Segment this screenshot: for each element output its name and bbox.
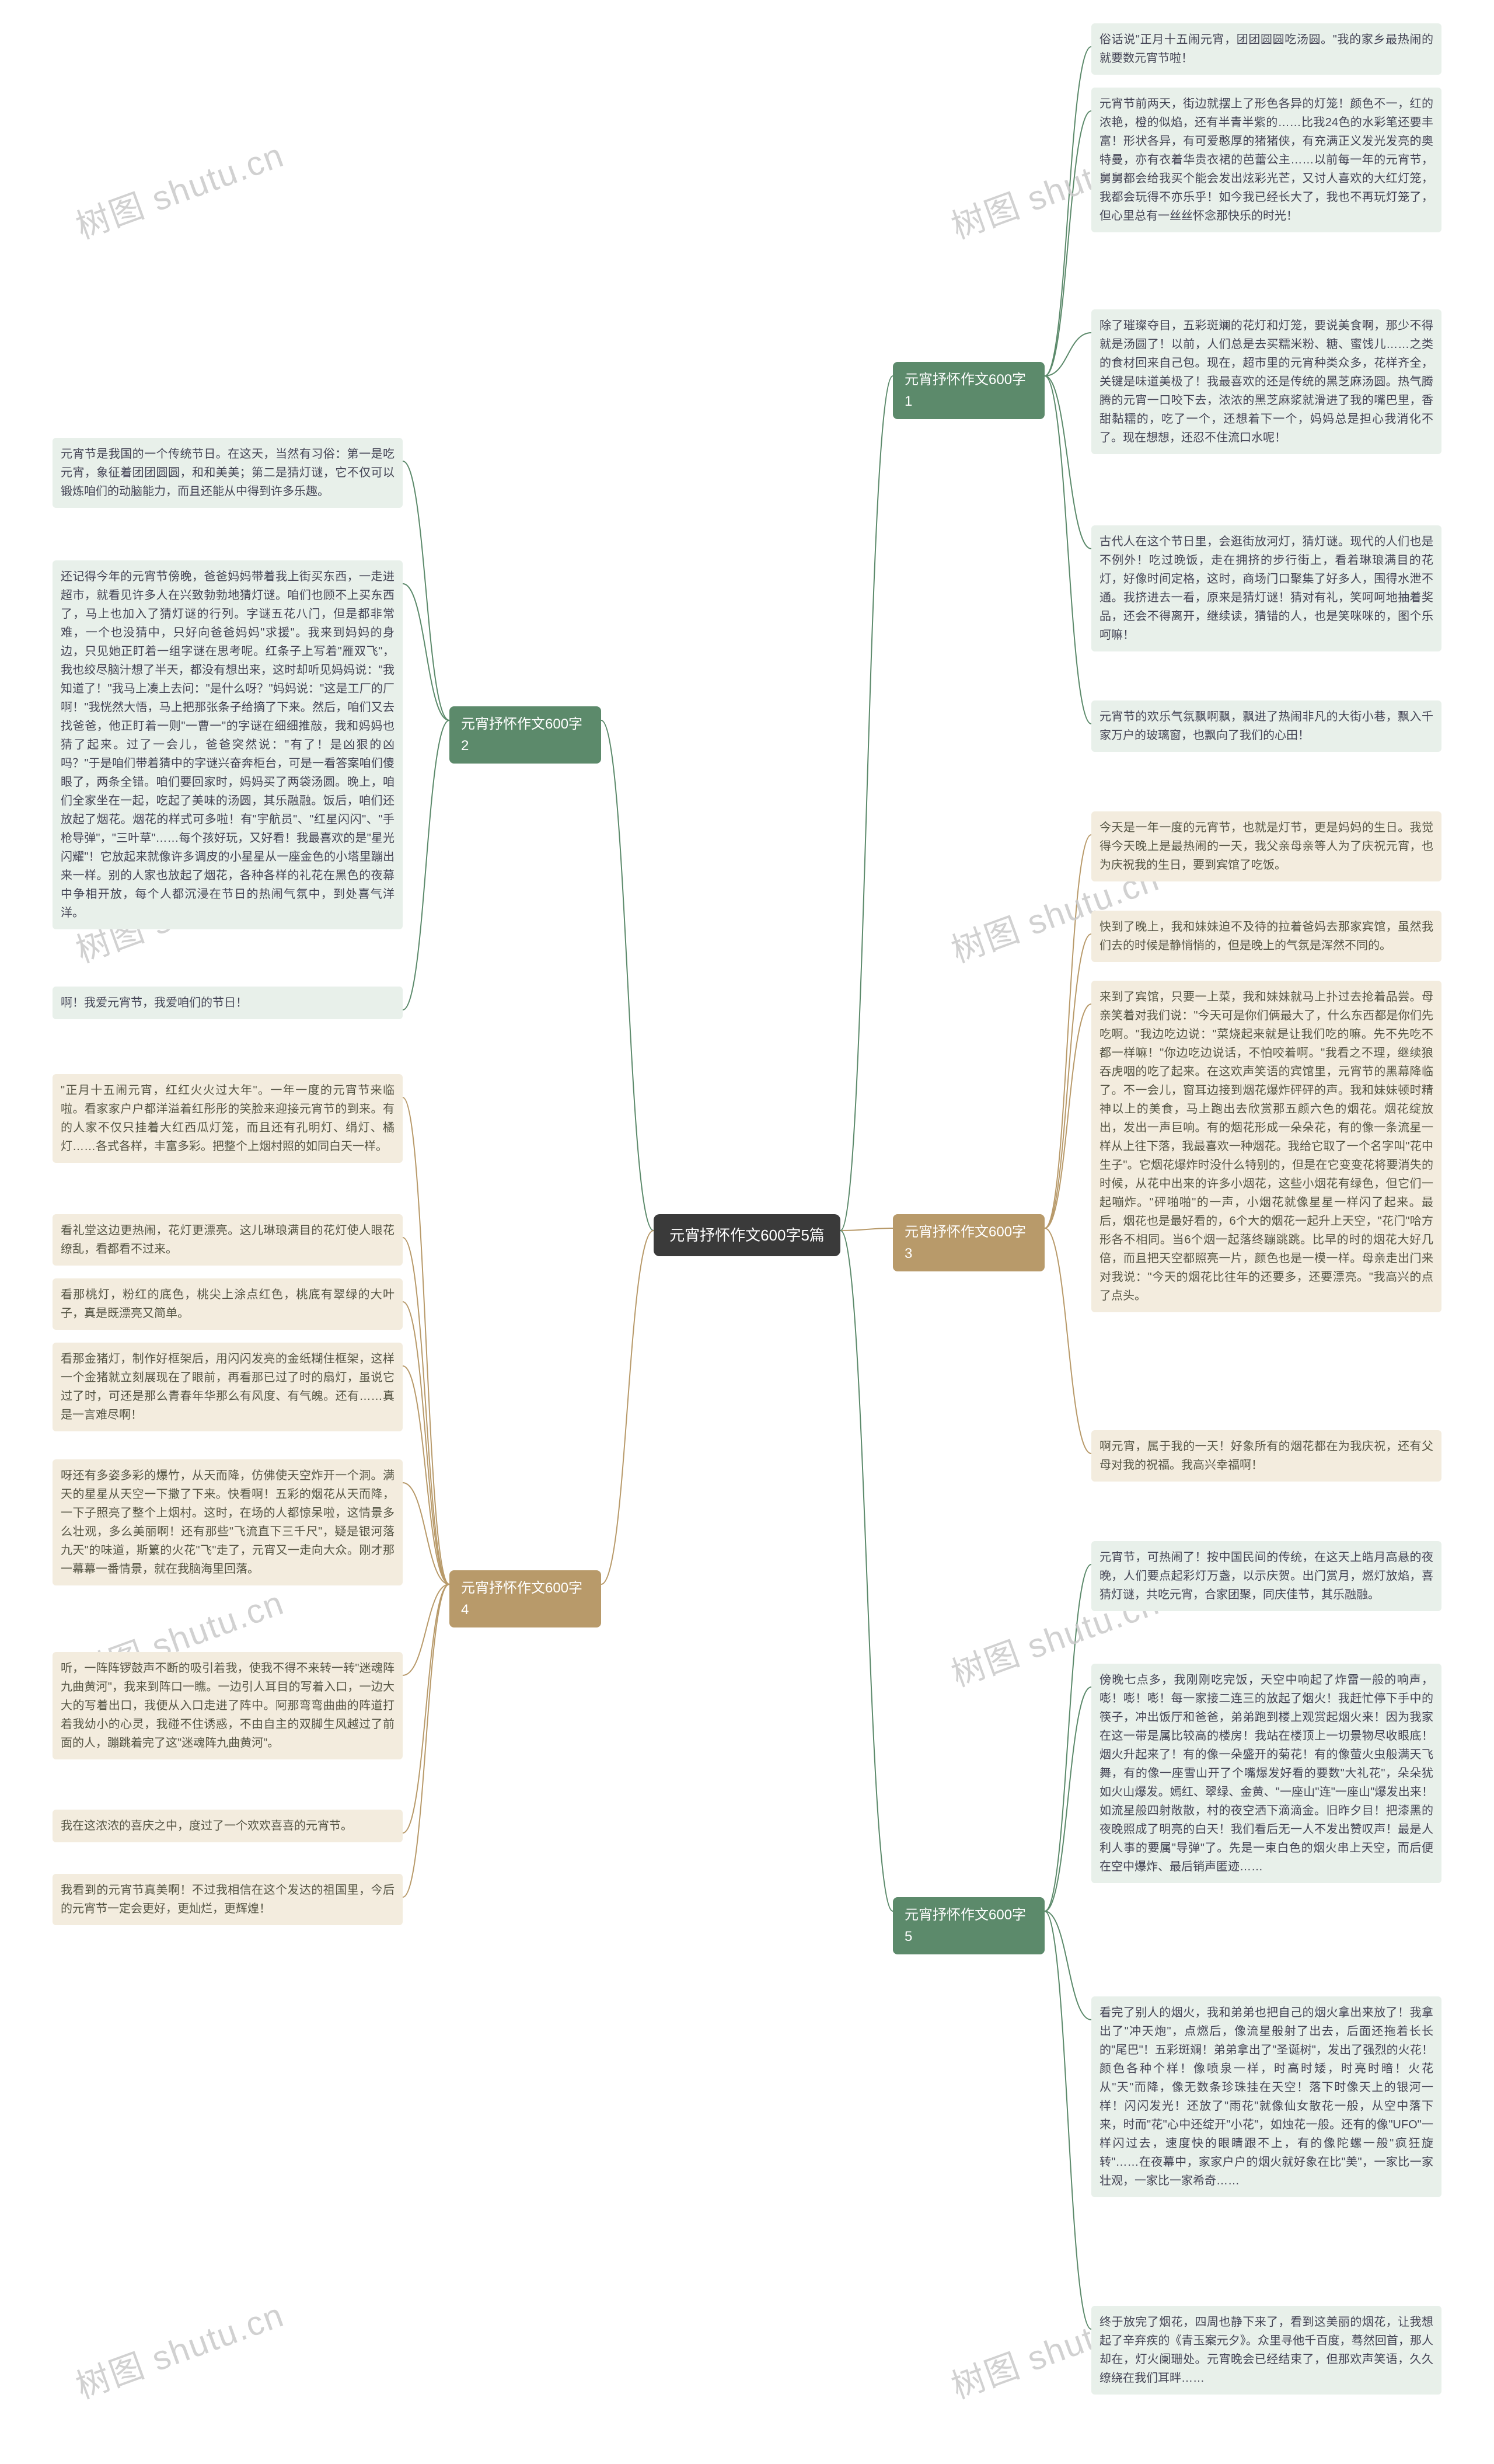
leaf-node: 傍晚七点多，我刚刚吃完饭，天空中响起了炸雷一般的响声，嘭！嘭！嘭！每一家接二连三… xyxy=(1091,1664,1441,1883)
leaf-node: 看那金猪灯，制作好框架后，用闪闪发亮的金纸糊住框架，这样一个金猪就立刻展现在了眼… xyxy=(53,1343,403,1431)
watermark: 树图 shutu.cn xyxy=(68,2288,290,2409)
leaf-node: 除了璀璨夺目，五彩斑斓的花灯和灯笼，要说美食啊，那少不得就是汤圆了！以前，人们总… xyxy=(1091,309,1441,454)
leaf-text: 今天是一年一度的元宵节，也就是灯节，更是妈妈的生日。我觉得今天晚上是最热闹的一天… xyxy=(1099,821,1433,872)
leaf-text: 元宵节的欢乐气氛飘啊飘，飘进了热闹非凡的大街小巷，飘入千家万户的玻璃窗，也飘向了… xyxy=(1099,710,1433,742)
leaf-text: 看礼堂这边更热闹，花灯更漂亮。这儿琳琅满目的花灯使人眼花缭乱，看都看不过来。 xyxy=(61,1224,395,1256)
branch-node: 元宵抒怀作文600字4 xyxy=(449,1570,601,1627)
leaf-text: 终于放完了烟花，四周也静下来了，看到这美丽的烟花，让我想起了辛弃疾的《青玉案元夕… xyxy=(1099,2316,1433,2385)
leaf-node: 啊！我爱元宵节，我爱咱们的节日！ xyxy=(53,987,403,1019)
leaf-node: 还记得今年的元宵节傍晚，爸爸妈妈带着我上街买东西，一走进超市，就看见许多人在兴致… xyxy=(53,560,403,929)
leaf-text: 看那金猪灯，制作好框架后，用闪闪发亮的金纸糊住框架，这样一个金猪就立刻展现在了眼… xyxy=(61,1353,395,1421)
leaf-text: 看完了别人的烟火，我和弟弟也把自己的烟火拿出来放了！我拿出了"冲天炮"，点燃后，… xyxy=(1099,2006,1433,2187)
leaf-text: 除了璀璨夺目，五彩斑斓的花灯和灯笼，要说美食啊，那少不得就是汤圆了！以前，人们总… xyxy=(1099,319,1433,444)
leaf-text: 元宵节，可热闹了！按中国民间的传统，在这天上皓月高悬的夜晚，人们要点起彩灯万盏，… xyxy=(1099,1551,1433,1601)
branch-label: 元宵抒怀作文600字2 xyxy=(461,716,582,754)
branch-label: 元宵抒怀作文600字1 xyxy=(905,372,1026,409)
leaf-node: 快到了晚上，我和妹妹迫不及待的拉着爸妈去那家宾馆，虽然我们去的时候是静悄悄的，但… xyxy=(1091,911,1441,962)
leaf-node: 听，一阵阵锣鼓声不断的吸引着我，使我不得不来转一转"迷魂阵九曲黄河"，我来到阵口… xyxy=(53,1652,403,1759)
leaf-node: 俗话说"正月十五闹元宵，团团圆圆吃汤圆。"我的家乡最热闹的就要数元宵节啦！ xyxy=(1091,23,1441,75)
leaf-text: 听，一阵阵锣鼓声不断的吸引着我，使我不得不来转一转"迷魂阵九曲黄河"，我来到阵口… xyxy=(61,1662,395,1749)
leaf-node: 啊元宵，属于我的一天！好象所有的烟花都在为我庆祝，还有父母对我的祝福。我高兴幸福… xyxy=(1091,1430,1441,1482)
leaf-text: 我在这浓浓的喜庆之中，度过了一个欢欢喜喜的元宵节。 xyxy=(61,1820,352,1832)
branch-node: 元宵抒怀作文600字5 xyxy=(893,1897,1045,1954)
branch-label: 元宵抒怀作文600字3 xyxy=(905,1224,1026,1261)
leaf-node: 终于放完了烟花，四周也静下来了，看到这美丽的烟花，让我想起了辛弃疾的《青玉案元夕… xyxy=(1091,2306,1441,2395)
leaf-node: 呀还有多姿多彩的爆竹，从天而降，仿佛使天空炸开一个洞。满天的星星从天空一下撒了下… xyxy=(53,1459,403,1585)
leaf-text: 啊元宵，属于我的一天！好象所有的烟花都在为我庆祝，还有父母对我的祝福。我高兴幸福… xyxy=(1099,1440,1433,1472)
leaf-text: "正月十五闹元宵，红红火火过大年"。一年一度的元宵节来临啦。看家家户户都洋溢着红… xyxy=(61,1084,395,1153)
leaf-text: 啊！我爱元宵节，我爱咱们的节日！ xyxy=(61,996,247,1009)
leaf-text: 快到了晚上，我和妹妹迫不及待的拉着爸妈去那家宾馆，虽然我们去的时候是静悄悄的，但… xyxy=(1099,921,1433,952)
leaf-text: 呀还有多姿多彩的爆竹，从天而降，仿佛使天空炸开一个洞。满天的星星从天空一下撒了下… xyxy=(61,1469,395,1576)
branch-label: 元宵抒怀作文600字4 xyxy=(461,1580,582,1618)
leaf-node: 元宵节前两天，街边就摆上了形色各异的灯笼！颜色不一，红的浓艳，橙的似焰，还有半青… xyxy=(1091,88,1441,232)
leaf-node: 元宵节是我国的一个传统节日。在这天，当然有习俗：第一是吃元宵，象征着团团圆圆，和… xyxy=(53,438,403,508)
leaf-text: 我看到的元宵节真美啊！不过我相信在这个发达的祖国里，今后的元宵节一定会更好，更灿… xyxy=(61,1884,395,1915)
leaf-text: 看那桃灯，粉红的底色，桃尖上涂点红色，桃底有翠绿的大叶子，真是既漂亮又简单。 xyxy=(61,1288,395,1320)
branch-node: 元宵抒怀作文600字1 xyxy=(893,362,1045,419)
branch-node: 元宵抒怀作文600字2 xyxy=(449,706,601,764)
center-node: 元宵抒怀作文600字5篇 xyxy=(654,1214,840,1256)
leaf-node: 来到了宾馆，只要一上菜，我和妹妹就马上扑过去抢着品尝。母亲笑着对我们说："今天可… xyxy=(1091,981,1441,1312)
leaf-node: 我在这浓浓的喜庆之中，度过了一个欢欢喜喜的元宵节。 xyxy=(53,1810,403,1842)
leaf-node: 看完了别人的烟火，我和弟弟也把自己的烟火拿出来放了！我拿出了"冲天炮"，点燃后，… xyxy=(1091,1996,1441,2197)
leaf-node: 元宵节的欢乐气氛飘啊飘，飘进了热闹非凡的大街小巷，飘入千家万户的玻璃窗，也飘向了… xyxy=(1091,700,1441,752)
leaf-node: 我看到的元宵节真美啊！不过我相信在这个发达的祖国里，今后的元宵节一定会更好，更灿… xyxy=(53,1874,403,1925)
leaf-text: 元宵节是我国的一个传统节日。在这天，当然有习俗：第一是吃元宵，象征着团团圆圆，和… xyxy=(61,448,395,498)
leaf-text: 俗话说"正月十五闹元宵，团团圆圆吃汤圆。"我的家乡最热闹的就要数元宵节啦！ xyxy=(1099,33,1433,65)
leaf-text: 元宵节前两天，街边就摆上了形色各异的灯笼！颜色不一，红的浓艳，橙的似焰，还有半青… xyxy=(1099,97,1433,222)
branch-node: 元宵抒怀作文600字3 xyxy=(893,1214,1045,1271)
leaf-text: 古代人在这个节日里，会逛街放河灯，猜灯谜。现代的人们也是不例外！吃过晚饭，走在拥… xyxy=(1099,535,1433,642)
leaf-node: 看礼堂这边更热闹，花灯更漂亮。这儿琳琅满目的花灯使人眼花缭乱，看都看不过来。 xyxy=(53,1214,403,1266)
leaf-node: 看那桃灯，粉红的底色，桃尖上涂点红色，桃底有翠绿的大叶子，真是既漂亮又简单。 xyxy=(53,1278,403,1330)
center-label: 元宵抒怀作文600字5篇 xyxy=(669,1226,825,1244)
leaf-text: 来到了宾馆，只要一上菜，我和妹妹就马上扑过去抢着品尝。母亲笑着对我们说："今天可… xyxy=(1099,991,1433,1302)
leaf-node: 古代人在这个节日里，会逛街放河灯，猜灯谜。现代的人们也是不例外！吃过晚饭，走在拥… xyxy=(1091,525,1441,651)
leaf-node: "正月十五闹元宵，红红火火过大年"。一年一度的元宵节来临啦。看家家户户都洋溢着红… xyxy=(53,1074,403,1163)
leaf-node: 今天是一年一度的元宵节，也就是灯节，更是妈妈的生日。我觉得今天晚上是最热闹的一天… xyxy=(1091,811,1441,881)
leaf-text: 还记得今年的元宵节傍晚，爸爸妈妈带着我上街买东西，一走进超市，就看见许多人在兴致… xyxy=(61,570,395,919)
branch-label: 元宵抒怀作文600字5 xyxy=(905,1907,1026,1944)
leaf-node: 元宵节，可热闹了！按中国民间的传统，在这天上皓月高悬的夜晚，人们要点起彩灯万盏，… xyxy=(1091,1541,1441,1611)
leaf-text: 傍晚七点多，我刚刚吃完饭，天空中响起了炸雷一般的响声，嘭！嘭！嘭！每一家接二连三… xyxy=(1099,1674,1433,1873)
watermark: 树图 shutu.cn xyxy=(68,128,290,249)
